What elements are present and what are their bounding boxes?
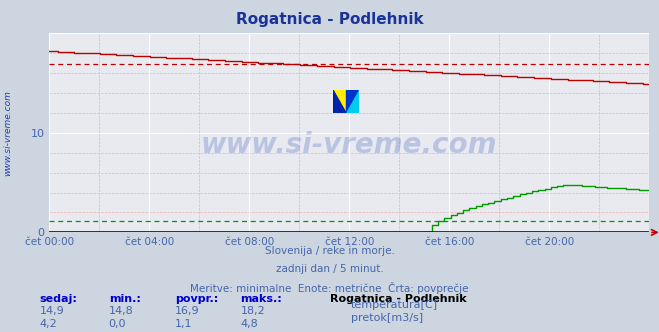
Text: Meritve: minimalne  Enote: metrične  Črta: povprečje: Meritve: minimalne Enote: metrične Črta:… (190, 282, 469, 294)
Text: maks.:: maks.: (241, 294, 282, 304)
Text: 4,2: 4,2 (40, 319, 57, 329)
Text: www.si-vreme.com: www.si-vreme.com (201, 131, 498, 159)
Text: pretok[m3/s]: pretok[m3/s] (351, 313, 422, 323)
Text: 14,9: 14,9 (40, 306, 65, 316)
Text: min.:: min.: (109, 294, 140, 304)
Text: Rogatnica - Podlehnik: Rogatnica - Podlehnik (236, 12, 423, 27)
Text: 18,2: 18,2 (241, 306, 266, 316)
Text: temperatura[C]: temperatura[C] (351, 300, 438, 310)
Polygon shape (346, 90, 359, 113)
Text: povpr.:: povpr.: (175, 294, 218, 304)
Text: www.si-vreme.com: www.si-vreme.com (3, 90, 13, 176)
Text: Slovenija / reke in morje.: Slovenija / reke in morje. (264, 246, 395, 256)
Text: 14,8: 14,8 (109, 306, 134, 316)
Text: Rogatnica - Podlehnik: Rogatnica - Podlehnik (330, 294, 466, 304)
Polygon shape (333, 90, 346, 113)
Polygon shape (346, 90, 359, 113)
Text: 4,8: 4,8 (241, 319, 258, 329)
Text: zadnji dan / 5 minut.: zadnji dan / 5 minut. (275, 264, 384, 274)
Polygon shape (333, 90, 346, 113)
Text: sedaj:: sedaj: (40, 294, 77, 304)
Text: 1,1: 1,1 (175, 319, 192, 329)
Text: 0,0: 0,0 (109, 319, 127, 329)
Text: 16,9: 16,9 (175, 306, 199, 316)
